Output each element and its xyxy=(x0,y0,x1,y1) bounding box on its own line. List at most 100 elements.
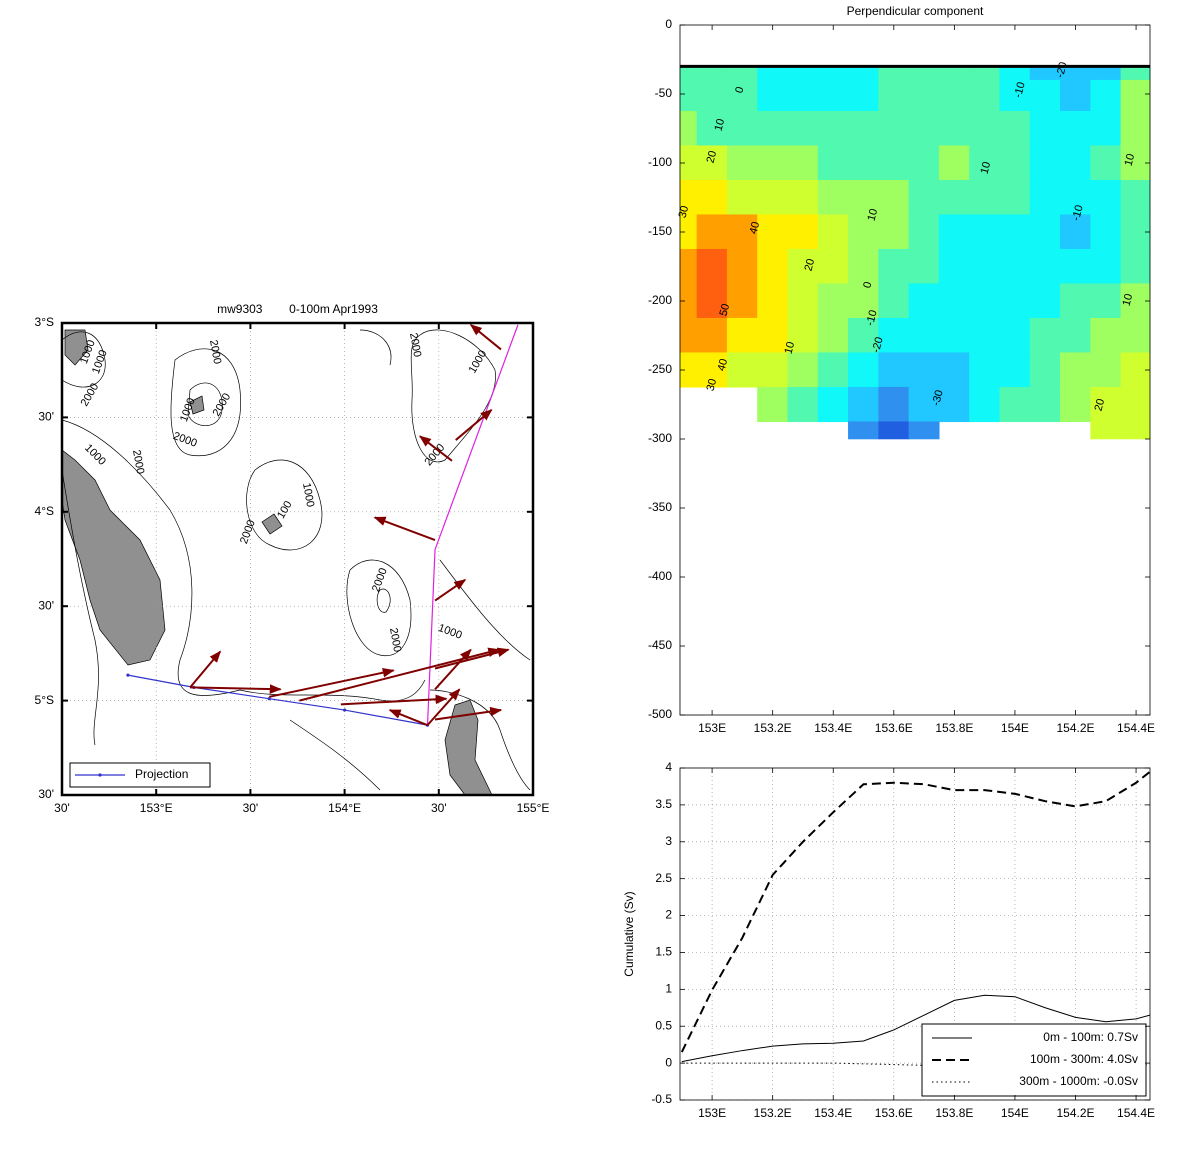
velocity-cell xyxy=(817,248,849,285)
velocity-cell xyxy=(969,214,1001,250)
contour-label: 40 xyxy=(748,221,763,236)
contour-label: 30 xyxy=(705,378,720,393)
contour-label: 20 xyxy=(705,150,720,165)
contour-label: 2000 xyxy=(130,449,146,475)
velocity-cell xyxy=(1120,317,1151,354)
velocity-arrow xyxy=(299,647,501,702)
y-tick-label: 3°S xyxy=(35,315,54,329)
velocity-cell xyxy=(908,110,940,147)
velocity-cell xyxy=(696,317,728,354)
velocity-arrow xyxy=(269,667,395,698)
x-tick-label: 154°E xyxy=(328,801,361,815)
velocity-cell xyxy=(679,110,698,147)
contour-line xyxy=(170,348,241,457)
velocity-cell xyxy=(878,179,910,216)
x-tick-label: 30' xyxy=(54,801,70,815)
velocity-cell xyxy=(679,79,698,112)
velocity-cell xyxy=(1090,248,1122,285)
velocity-cell xyxy=(1029,386,1061,423)
x-tick-label: 153.6E xyxy=(875,1106,913,1120)
velocity-cell xyxy=(908,214,940,250)
velocity-cell xyxy=(787,283,819,319)
contour-label: 20 xyxy=(1093,398,1108,413)
contour-line xyxy=(246,459,323,551)
y-tick-label: -50 xyxy=(655,86,673,100)
velocity-cell xyxy=(848,421,879,440)
y-tick-label: -100 xyxy=(648,155,672,169)
velocity-cell xyxy=(1120,66,1151,81)
y-tick-label: -250 xyxy=(648,362,672,376)
velocity-cell xyxy=(817,283,849,319)
legend-label: 0m - 100m: 0.7Sv xyxy=(1043,1030,1138,1044)
velocity-cell xyxy=(908,317,940,354)
velocity-cell xyxy=(969,79,1001,112)
velocity-cell xyxy=(787,317,819,354)
velocity-cell xyxy=(938,317,970,354)
x-tick-label: 30' xyxy=(431,801,447,815)
y-tick-label: 2.5 xyxy=(655,871,672,885)
velocity-cell xyxy=(817,145,849,181)
velocity-cell xyxy=(726,352,758,388)
legend-label: 100m - 300m: 4.0Sv xyxy=(1030,1052,1138,1066)
velocity-cell xyxy=(848,66,879,81)
velocity-cell xyxy=(999,283,1031,319)
velocity-cell xyxy=(1120,421,1151,440)
contour-label: 10 xyxy=(979,161,994,176)
y-tick-label: 3 xyxy=(665,834,672,848)
velocity-cell xyxy=(1120,248,1151,285)
velocity-cell xyxy=(757,179,789,216)
velocity-cell xyxy=(999,179,1031,216)
contour-label: 50 xyxy=(718,303,733,318)
velocity-cell xyxy=(1090,317,1122,354)
velocity-cell xyxy=(878,352,910,388)
velocity-cell xyxy=(787,248,819,285)
track-point xyxy=(126,673,130,677)
y-tick-label: -300 xyxy=(648,431,672,445)
velocity-cell xyxy=(1060,79,1091,112)
track-point xyxy=(343,708,347,712)
velocity-cell xyxy=(848,248,879,285)
contour-label: -30 xyxy=(930,389,946,407)
contour-line xyxy=(410,329,496,463)
velocity-cell xyxy=(878,110,910,147)
velocity-cell xyxy=(938,110,970,147)
contour-label: 0 xyxy=(733,85,746,94)
velocity-cell xyxy=(1029,110,1061,147)
x-tick-label: 155°E xyxy=(517,801,550,815)
velocity-cell xyxy=(969,352,1001,388)
y-tick-label: -500 xyxy=(648,707,672,721)
contour-label: 2000 xyxy=(171,430,198,450)
contour-label: 1000 xyxy=(436,622,463,642)
y-tick-label: 30' xyxy=(38,598,54,612)
contour-label: -10 xyxy=(864,309,880,327)
velocity-cell xyxy=(757,110,789,147)
velocity-cell xyxy=(726,110,758,147)
track-point xyxy=(267,697,271,701)
velocity-cell xyxy=(969,317,1001,354)
velocity-arrow xyxy=(455,409,493,441)
velocity-arrow xyxy=(373,516,436,542)
x-tick-label: 153.2E xyxy=(754,721,792,735)
x-tick-label: 153.4E xyxy=(814,721,852,735)
velocity-cell xyxy=(1029,79,1061,112)
y-tick-label: 5°S xyxy=(35,693,54,707)
land xyxy=(62,449,166,666)
y-tick-label: 2 xyxy=(665,908,672,922)
velocity-cell xyxy=(1060,179,1091,216)
velocity-arrow xyxy=(434,706,503,721)
contour-label: 10 xyxy=(1121,293,1136,308)
velocity-cell xyxy=(938,79,970,112)
velocity-cell xyxy=(908,421,940,440)
contour-line xyxy=(187,382,223,426)
x-tick-label: 153.8E xyxy=(935,1106,973,1120)
contour-line xyxy=(359,329,392,366)
velocity-cell xyxy=(787,352,819,388)
velocity-cell xyxy=(696,66,728,81)
velocity-cell xyxy=(938,145,970,181)
y-tick-label: 0 xyxy=(665,17,672,31)
velocity-cell xyxy=(1060,248,1091,285)
velocity-cell xyxy=(878,317,910,354)
x-tick-label: 153.4E xyxy=(814,1106,852,1120)
velocity-cell xyxy=(969,66,1001,81)
velocity-cell xyxy=(726,66,758,81)
